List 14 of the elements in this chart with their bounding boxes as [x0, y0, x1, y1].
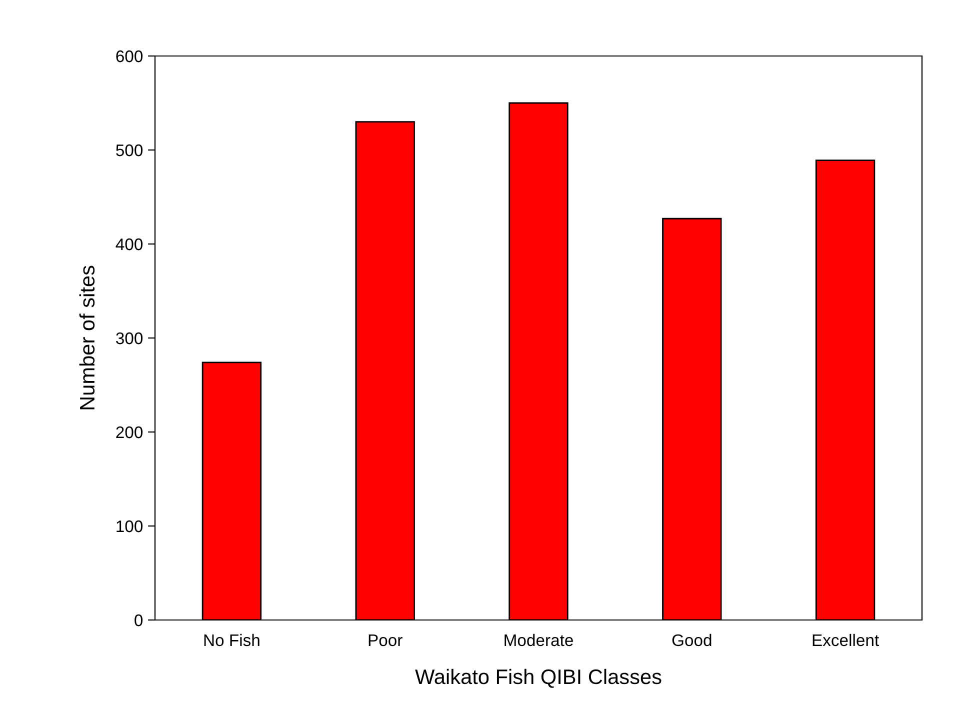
x-tick-label: Moderate [504, 634, 573, 646]
x-axis-title: Waikato Fish QIBI Classes [415, 668, 662, 688]
x-tick-label: Good [672, 634, 712, 646]
y-tick-label: 600 [116, 50, 143, 62]
y-axis-title: Number of sites [79, 266, 95, 410]
y-tick-label: 300 [116, 332, 143, 344]
y-tick-label: 100 [116, 520, 143, 532]
y-tick-label: 400 [116, 238, 143, 250]
x-tick-label: No Fish [204, 634, 260, 646]
y-tick-label: 0 [134, 614, 143, 626]
x-tick-label: Excellent [812, 634, 879, 646]
y-tick-label: 200 [116, 426, 143, 438]
x-tick-label: Poor [368, 634, 402, 646]
y-tick-label: 500 [116, 144, 143, 156]
